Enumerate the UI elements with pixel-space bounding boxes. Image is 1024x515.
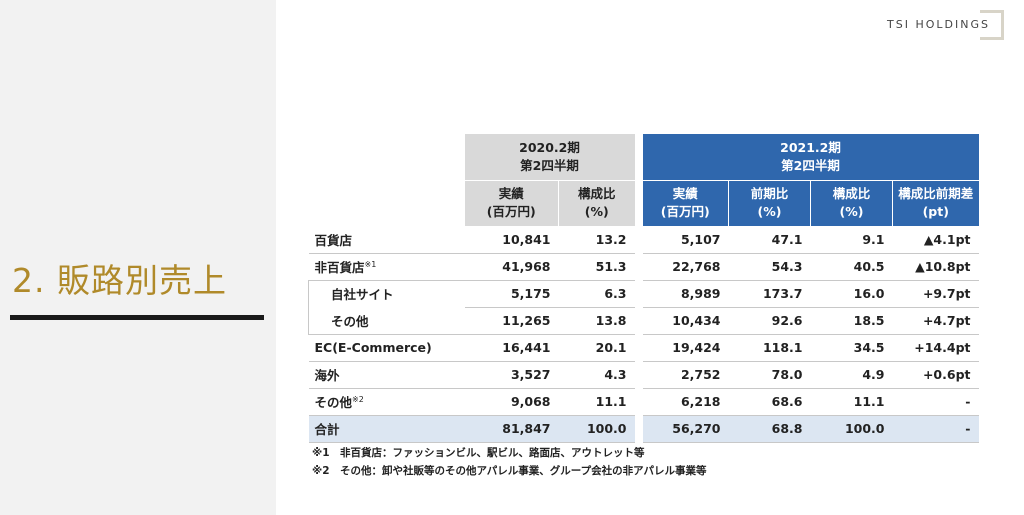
row-label: 自社サイト xyxy=(308,280,465,307)
company-logo: TSI HOLDINGS xyxy=(864,10,1004,40)
total-row: 合計 81,847 100.0 56,270 68.8 100.0 - xyxy=(308,415,979,443)
footnote-1: ※1 非百貨店：ファッションビル、駅ビル、路面店、アウトレット等 xyxy=(312,447,645,459)
row-label: 百貨店 xyxy=(308,226,465,254)
logo-frame-icon xyxy=(980,10,1004,40)
table-row: EC(E-Commerce) 16,441 20.1 19,424 118.1 … xyxy=(308,334,979,362)
left-panel xyxy=(0,0,276,515)
table-row: 非百貨店※1 41,968 51.3 22,768 54.3 40.5 ▲10.… xyxy=(308,253,979,281)
logo-text: TSI HOLDINGS xyxy=(887,18,992,31)
row-label: 合計 xyxy=(308,415,465,443)
footnote-2: ※2 その他：卸や社販等のその他アパレル事業、グループ会社の非アパレル事業等 xyxy=(312,465,707,477)
row-label: その他※2 xyxy=(308,388,465,416)
prev-period-header: 2020.2期 第2四半期 xyxy=(464,134,635,180)
table-row: その他※2 9,068 11.1 6,218 68.6 11.1 - xyxy=(308,388,979,416)
column-header-row: 実績 (百万円) 構成比 (%) 実績 (百万円) 前期比 (%) 構成比 (%) 構成比… xyxy=(308,180,979,226)
table-row: その他 11,265 13.8 10,434 92.6 18.5 +4.7pt xyxy=(308,307,979,335)
column-header: 構成比 (%) xyxy=(810,180,893,226)
sales-by-channel-table: 2020.2期 第2四半期 2021.2期 第2四半期 実績 (百万円) 構成比(… xyxy=(308,134,979,443)
row-label: EC(E-Commerce) xyxy=(308,334,465,362)
row-label: 非百貨店※1 xyxy=(308,253,465,281)
column-header: 構成比前期差 (pt) xyxy=(892,180,979,226)
period-header-row: 2020.2期 第2四半期 2021.2期 第2四半期 xyxy=(309,134,979,180)
table-row: 自社サイト 5,175 6.3 8,989 173.7 16.0 +9.7pt xyxy=(308,280,979,308)
table-row: 海外 3,527 4.3 2,752 78.0 4.9 +0.6pt xyxy=(308,361,979,389)
title-underline xyxy=(10,315,264,320)
column-header: 構成比 (%) xyxy=(558,180,635,226)
column-header: 実績 (百万円) xyxy=(642,180,729,226)
page-title: 2. 販路別売上 xyxy=(12,261,227,300)
curr-period-header: 2021.2期 第2四半期 xyxy=(642,134,979,180)
column-header: 実績 (百万円) xyxy=(464,180,559,226)
table-row: 百貨店 10,841 13.2 5,107 47.1 9.1 ▲4.1pt xyxy=(308,226,979,254)
row-label: その他 xyxy=(308,307,465,335)
row-label: 海外 xyxy=(308,361,465,389)
column-header: 前期比 (%) xyxy=(728,180,811,226)
